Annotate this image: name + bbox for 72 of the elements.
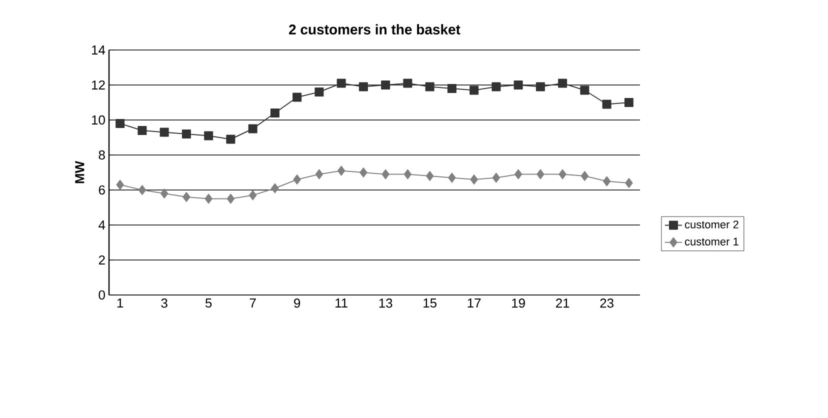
x-tick-label: 5 (205, 298, 212, 308)
point (315, 169, 324, 180)
point (381, 80, 390, 90)
point (204, 194, 212, 204)
x-tick-label: 21 (556, 298, 570, 308)
x-tick-label: 17 (468, 298, 481, 308)
point (470, 86, 479, 95)
point (360, 167, 368, 178)
point (248, 124, 258, 134)
x-tick-label: 19 (512, 298, 525, 308)
point (226, 134, 236, 144)
point (425, 82, 434, 92)
point (558, 78, 568, 88)
point (558, 169, 566, 180)
point (492, 82, 501, 92)
point (248, 190, 257, 200)
x-tick-label: 11 (336, 298, 348, 308)
point (403, 78, 412, 88)
y-tick-label: 4 (98, 220, 106, 230)
point (536, 169, 544, 180)
point (138, 184, 146, 195)
y-tick-label: 6 (98, 185, 105, 195)
point (448, 172, 456, 183)
point (492, 172, 500, 183)
point (382, 169, 390, 180)
x-tick-label: 7 (250, 298, 256, 308)
point (337, 166, 346, 176)
point (447, 84, 456, 93)
y-tick-label: 2 (98, 255, 105, 265)
point (182, 192, 190, 202)
x-tick-label: 15 (424, 298, 436, 308)
point (226, 194, 235, 204)
point (293, 174, 301, 184)
point (116, 180, 124, 190)
point (536, 82, 545, 92)
point (404, 169, 412, 180)
point (160, 188, 168, 198)
point (182, 129, 191, 138)
y-tick-label: 10 (92, 115, 105, 125)
point (625, 178, 633, 188)
point (204, 131, 214, 140)
point (116, 118, 125, 128)
y-tick-label: 12 (92, 80, 105, 90)
y-tick-label: 8 (98, 150, 105, 160)
point (602, 176, 611, 186)
y-tick-label: 0 (98, 290, 105, 300)
x-tick-label: 1 (117, 298, 124, 308)
point (470, 174, 478, 184)
legend-label: customer 2 (684, 220, 738, 228)
point (160, 128, 169, 137)
point (271, 183, 279, 194)
point (336, 78, 346, 88)
point (624, 98, 634, 107)
point (602, 100, 612, 109)
point (138, 126, 147, 135)
x-tick-label: 13 (379, 298, 392, 308)
point (270, 108, 280, 118)
chart-title: 2 customers in the basket (289, 24, 460, 34)
x-tick-label: 9 (294, 298, 300, 308)
x-tick-label: 23 (600, 298, 614, 308)
point (358, 82, 368, 92)
y-tick-label: 14 (92, 46, 106, 54)
x-tick-label: 3 (161, 298, 168, 308)
point (426, 170, 434, 181)
point (514, 169, 522, 180)
point (514, 80, 523, 90)
y-axis-title: MW (75, 160, 84, 184)
point (580, 170, 589, 181)
legend-label: customer 1 (684, 238, 738, 246)
point (314, 87, 324, 96)
point (292, 92, 302, 102)
point (580, 86, 590, 95)
